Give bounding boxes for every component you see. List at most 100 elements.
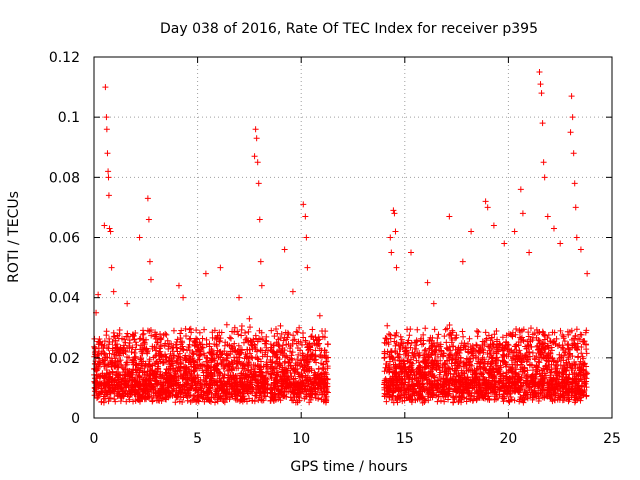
data-point [106, 225, 113, 232]
data-point [95, 291, 102, 298]
data-point-cloud [291, 336, 298, 343]
data-point-cloud [120, 365, 127, 372]
data-point-cloud [256, 327, 263, 334]
data-point-cloud [120, 344, 127, 351]
data-point-cloud [111, 362, 118, 369]
data-point-cloud [151, 344, 158, 351]
data-point-cloud [500, 398, 507, 405]
data-point-cloud [203, 358, 210, 365]
data-point-cloud [524, 349, 531, 356]
data-point-cloud [307, 333, 314, 340]
data-point-cloud [491, 331, 498, 338]
data-point-cloud [511, 397, 518, 404]
data-point-cloud [268, 365, 275, 372]
data-point-cloud [246, 395, 253, 402]
data-point-cloud [283, 367, 290, 374]
data-point-cloud [177, 388, 184, 395]
data-point [202, 270, 209, 277]
data-point-cloud [575, 353, 582, 360]
data-point-cloud [275, 386, 282, 393]
data-point [390, 207, 397, 214]
data-point-cloud [162, 351, 169, 358]
data-point-cloud [319, 365, 326, 372]
data-point-cloud [552, 392, 559, 399]
data-point-cloud [149, 384, 156, 391]
data-point [584, 270, 591, 277]
data-point-cloud [121, 390, 128, 397]
data-point-cloud [186, 353, 193, 360]
data-point-cloud [173, 364, 180, 371]
data-point-cloud [187, 325, 194, 332]
data-point-cloud [191, 337, 198, 344]
data-point-cloud [280, 393, 287, 400]
data-point-cloud [199, 367, 206, 374]
data-point-cloud [287, 345, 294, 352]
data-point-cloud [211, 334, 218, 341]
data-point-cloud [216, 338, 223, 345]
data-point-cloud [176, 398, 183, 405]
data-point-cloud [442, 326, 449, 333]
data-point-cloud [213, 342, 220, 349]
data-point-cloud [140, 358, 147, 365]
data-point [570, 150, 577, 157]
data-point-cloud [214, 385, 221, 392]
data-point-cloud [112, 337, 119, 344]
data-point-cloud [554, 343, 561, 350]
data-point-cloud [465, 340, 472, 347]
data-point-cloud [158, 352, 165, 359]
data-point-cloud [308, 367, 315, 374]
data-point [246, 315, 253, 322]
data-point-cloud [578, 350, 585, 357]
data-point-cloud [294, 344, 301, 351]
data-point-cloud [251, 365, 258, 372]
data-point-cloud [211, 357, 218, 364]
data-point [251, 153, 258, 160]
x-tick-label: 5 [193, 431, 202, 447]
data-point-cloud [133, 341, 140, 348]
data-point-cloud [282, 358, 289, 365]
data-point-cloud [160, 382, 167, 389]
data-point-cloud [416, 385, 423, 392]
data-point-cloud [223, 321, 230, 328]
data-point-cloud [186, 367, 193, 374]
data-point [102, 84, 109, 91]
data-point-cloud [197, 363, 204, 370]
data-point-cloud [275, 341, 282, 348]
data-point-cloud [177, 364, 184, 371]
data-point-cloud [206, 343, 213, 350]
data-point-cloud [284, 368, 291, 375]
data-point-cloud [104, 379, 111, 386]
data-point [253, 135, 260, 142]
data-point-cloud [272, 383, 279, 390]
data-point-cloud [277, 397, 284, 404]
data-point-cloud [388, 378, 395, 385]
data-point-cloud [177, 345, 184, 352]
data-point-cloud [441, 398, 448, 405]
data-point-cloud [217, 396, 224, 403]
data-point-cloud [576, 336, 583, 343]
data-point-cloud [294, 356, 301, 363]
data-point-cloud [303, 374, 310, 381]
data-point-cloud [496, 379, 503, 386]
data-point [255, 180, 262, 187]
data-point [256, 216, 263, 223]
data-point-cloud [290, 332, 297, 339]
y-tick-label: 0.08 [49, 170, 80, 186]
data-point-cloud [549, 355, 556, 362]
y-tick-label: 0.04 [49, 291, 80, 307]
data-point-cloud [324, 389, 331, 396]
data-point-cloud [171, 352, 178, 359]
data-point-cloud [525, 341, 532, 348]
data-point-cloud [177, 330, 184, 337]
data-point-cloud [93, 367, 100, 374]
data-point-cloud [184, 394, 191, 401]
data-point-cloud [580, 338, 587, 345]
data-point-cloud [264, 368, 271, 375]
data-point-cloud [217, 335, 224, 342]
data-point-cloud [172, 370, 179, 377]
data-point-cloud [212, 386, 219, 393]
data-point-cloud [508, 332, 515, 339]
data-point-cloud [317, 377, 324, 384]
data-point-cloud [145, 377, 152, 384]
data-point-cloud [146, 328, 153, 335]
